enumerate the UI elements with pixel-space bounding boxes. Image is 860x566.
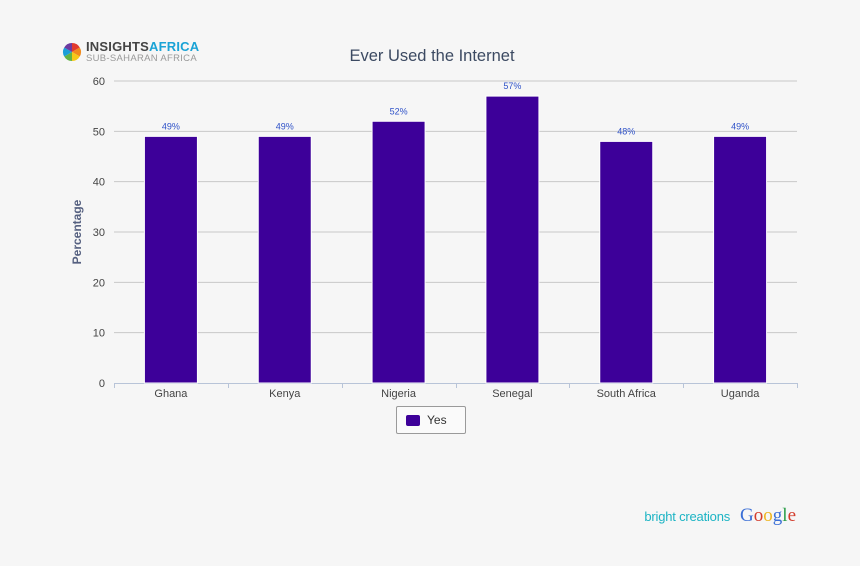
y-tick-label: 30 (93, 227, 105, 239)
google-letter: G (740, 505, 754, 526)
bar-senegal (485, 95, 540, 384)
x-tick-label: South Africa (597, 388, 657, 400)
logo-brand: INSIGHTSAFRICA (86, 40, 199, 53)
x-tick-label: Senegal (492, 388, 532, 400)
logo-subtitle: SUB-SAHARAN AFRICA (86, 53, 197, 64)
y-tick-label: 60 (93, 76, 105, 88)
data-label: 52% (390, 106, 408, 116)
y-tick-label: 40 (93, 177, 105, 189)
bar-south-africa (599, 140, 654, 384)
legend-label-yes: Yes (427, 413, 447, 427)
data-label: 48% (617, 126, 635, 136)
logo-brand-part2: AFRICA (149, 39, 200, 54)
google-letter: g (772, 505, 783, 526)
x-tick-label: Ghana (154, 388, 188, 400)
credits: bright creations Google (644, 505, 796, 527)
y-tick-label: 0 (99, 378, 105, 390)
x-tick-label: Kenya (269, 388, 301, 400)
color-wheel-icon (63, 42, 81, 61)
google-letter: l (782, 505, 788, 526)
bar-nigeria (371, 120, 426, 384)
y-tick-label: 10 (93, 328, 105, 340)
bar-uganda (713, 135, 768, 384)
data-label: 49% (162, 121, 180, 131)
x-tick-label: Uganda (721, 388, 760, 400)
bar-kenya (257, 135, 312, 384)
y-tick-label: 50 (93, 126, 105, 138)
data-label: 49% (731, 121, 749, 131)
y-tick-label: 20 (93, 277, 105, 289)
legend-swatch (406, 414, 420, 426)
y-axis-label: Percentage (70, 199, 84, 264)
bar-ghana (143, 135, 198, 384)
google-letter: o (763, 505, 773, 526)
data-label: 49% (276, 121, 294, 131)
bright-creations-logo: bright creations (644, 509, 731, 524)
data-label: 57% (503, 81, 521, 91)
google-letter: e (787, 505, 796, 526)
google-letter: o (753, 505, 764, 526)
logo-brand-part1: INSIGHTS (86, 39, 149, 54)
chart-title: Ever Used the Internet (349, 47, 515, 65)
google-logo: Google (740, 505, 796, 527)
logo: INSIGHTSAFRICA SUB-SAHARAN AFRICA (62, 40, 199, 64)
chart-legend[interactable]: Yes (396, 406, 466, 434)
x-tick-label: Nigeria (381, 388, 417, 400)
